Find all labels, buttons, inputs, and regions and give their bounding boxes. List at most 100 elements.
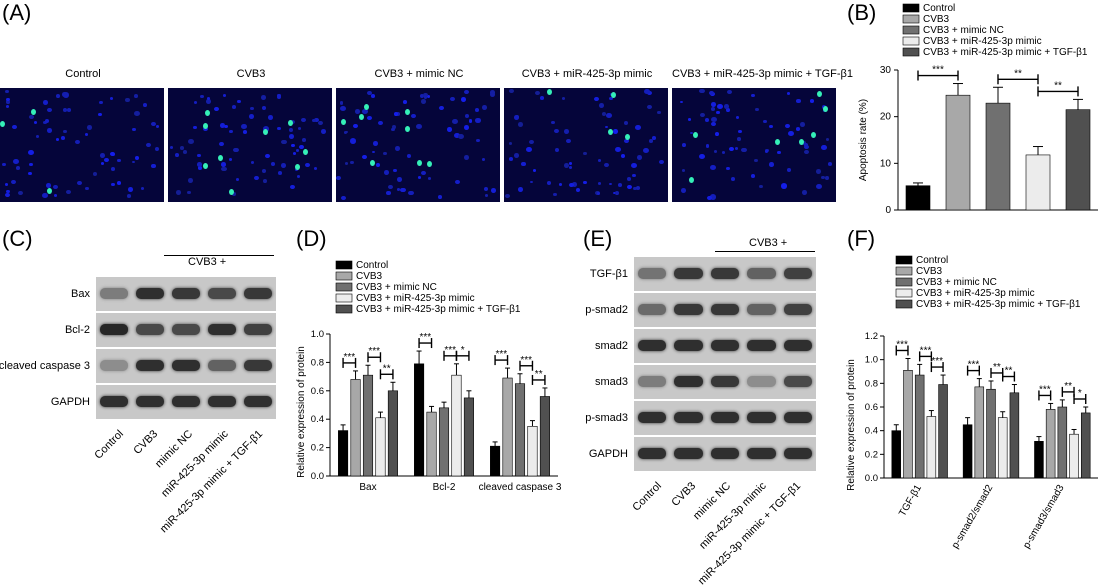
chart-d-x-tick-label: Bcl-2	[433, 482, 456, 493]
nucleus	[344, 161, 349, 165]
nucleus	[529, 140, 534, 145]
blot-e-tgfb1	[634, 257, 816, 291]
nucleus	[517, 122, 524, 127]
chart-f-legend-label: CVB3 + miR-425-3p mimic	[916, 288, 1035, 299]
nucleus	[594, 96, 599, 102]
nucleus	[261, 169, 266, 173]
nucleus	[464, 113, 470, 118]
chart-b-bar	[985, 102, 1011, 211]
nucleus	[197, 154, 201, 158]
chart-d-legend-label: CVB3 + miR-425-3p mimic	[356, 293, 475, 304]
chart-f-ylabel: Relative expression of protein	[846, 359, 857, 491]
nucleus	[62, 107, 67, 112]
chart-d-sig-label: *	[461, 345, 465, 356]
nucleus	[386, 191, 391, 195]
nucleus	[6, 189, 11, 194]
nucleus	[367, 90, 373, 96]
nucleus	[46, 107, 52, 113]
chart-d-legend-label: Control	[356, 260, 388, 271]
nucleus	[647, 90, 652, 95]
nucleus	[575, 187, 581, 193]
nucleus	[553, 193, 557, 197]
nucleus	[1, 162, 6, 167]
blot-c-label-bcl2: Bcl-2	[64, 324, 90, 336]
nucleus	[476, 138, 481, 143]
chart-f-sig-label: **	[1064, 381, 1072, 392]
chart-b-legend-label: CVB3 + miR-425-3p mimic + TGF-β1	[923, 47, 1088, 58]
chart-f-y-tick-label: 0.0	[865, 473, 878, 484]
cvb3-bracket-line-e	[715, 251, 815, 252]
panel-letter-a: (A)	[2, 0, 32, 25]
micrograph-label-control: Control	[65, 68, 101, 80]
micrograph-label-mimic-nc: CVB3 + mimic NC	[374, 68, 464, 80]
blot-band	[136, 324, 165, 335]
nucleus	[242, 130, 247, 134]
chart-f-bar	[926, 416, 937, 479]
nucleus	[630, 162, 637, 168]
nucleus	[126, 193, 132, 198]
nucleus	[66, 108, 72, 113]
nucleus	[633, 186, 637, 191]
chart-d-legend-swatch	[335, 304, 353, 314]
nucleus	[608, 182, 612, 186]
tunel-positive-nucleus	[341, 119, 346, 126]
blot-band	[172, 288, 201, 299]
nucleus	[276, 95, 282, 100]
blot-band	[100, 288, 129, 299]
nucleus	[800, 122, 806, 127]
chart-f-bar	[997, 417, 1008, 479]
nucleus	[551, 121, 555, 125]
nucleus	[532, 169, 537, 173]
nucleus	[291, 143, 296, 148]
nucleus	[411, 113, 416, 118]
chart-d-y-tick-label: 0.2	[311, 443, 324, 454]
tunel-positive-nucleus	[405, 126, 411, 133]
micrograph-label-mimic-tgf: CVB3 + miR-425-3p mimic + TGF-β1	[672, 68, 853, 80]
chart-d-sig-label: ***	[419, 332, 431, 343]
blot-e-label-smad3: smad3	[594, 376, 628, 388]
nucleus	[439, 105, 445, 111]
chart-f-bar	[1009, 392, 1020, 479]
chart-f-x-tick-label: TGF-β1	[897, 483, 924, 519]
lane-label-e-control: Control	[629, 480, 664, 514]
nucleus	[372, 140, 379, 146]
chart-d-y-tick-label: 0.0	[311, 471, 324, 482]
blot-band	[244, 396, 273, 407]
nucleus	[391, 128, 395, 132]
nucleus	[232, 192, 237, 196]
nucleus	[301, 138, 306, 142]
nucleus	[131, 160, 135, 164]
nucleus	[785, 123, 790, 128]
blot-band	[638, 340, 667, 351]
tunel-positive-nucleus	[229, 189, 235, 196]
chart-f-sig-label: ***	[968, 360, 980, 371]
nucleus	[313, 118, 319, 123]
nucleus	[539, 95, 545, 101]
tunel-positive-nucleus	[262, 129, 268, 135]
chart-d-x-tick-label: cleaved caspase 3	[479, 482, 562, 493]
nucleus	[233, 147, 239, 153]
nucleus	[85, 186, 89, 191]
nucleus	[699, 88, 705, 94]
panel-letter-e: (E)	[583, 226, 613, 251]
nucleus	[419, 93, 425, 98]
chart-d-bar	[338, 430, 349, 477]
nucleus	[383, 170, 390, 176]
chart-d-legend-label: CVB3 + miR-425-3p mimic + TGF-β1	[356, 304, 521, 315]
nucleus	[135, 155, 140, 160]
nucleus	[606, 113, 612, 119]
nucleus	[517, 187, 524, 193]
nucleus	[63, 130, 67, 134]
nucleus	[460, 97, 466, 103]
nucleus	[632, 174, 636, 178]
nucleus	[145, 142, 151, 147]
chart-f-bar	[962, 424, 973, 479]
chart-f-bar	[938, 384, 948, 479]
chart-b-legend-label: CVB3 + mimic NC	[923, 25, 1004, 36]
nucleus	[280, 162, 286, 168]
nucleus	[624, 138, 629, 143]
nucleus	[155, 124, 160, 128]
tunel-positive-nucleus	[205, 109, 211, 116]
nucleus	[454, 132, 460, 138]
nucleus	[77, 180, 82, 185]
